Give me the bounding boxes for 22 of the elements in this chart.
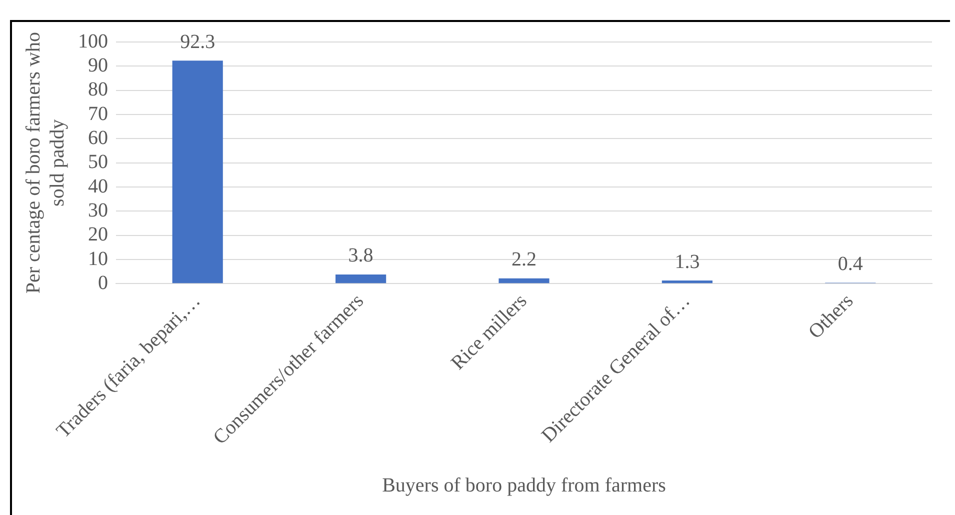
y-tick-label: 0 (98, 272, 108, 294)
data-label: 92.3 (180, 30, 216, 53)
data-label: 1.3 (674, 250, 700, 273)
y-tick-label: 100 (78, 30, 108, 52)
bar (662, 280, 712, 284)
y-tick-label: 70 (88, 102, 108, 125)
data-label: 0.4 (838, 252, 863, 275)
y-tick-label: 50 (88, 151, 108, 174)
data-label: 3.8 (348, 244, 374, 267)
data-label: 2.2 (512, 248, 536, 271)
bar (172, 60, 223, 284)
bar (336, 274, 386, 284)
y-tick-label: 10 (88, 248, 108, 270)
bar (498, 278, 550, 284)
y-tick-label: 30 (88, 199, 108, 222)
x-axis-title: Buyers of boro paddy from farmers (382, 474, 666, 496)
y-tick-label: 80 (88, 78, 108, 101)
y-axis-title: Per centage of boro farmers who sold paddy (22, 32, 68, 294)
y-tick-label: 90 (88, 54, 108, 76)
y-tick-label: 40 (88, 175, 108, 198)
y-tick-label: 60 (88, 126, 108, 149)
y-tick-label: 20 (88, 224, 108, 246)
